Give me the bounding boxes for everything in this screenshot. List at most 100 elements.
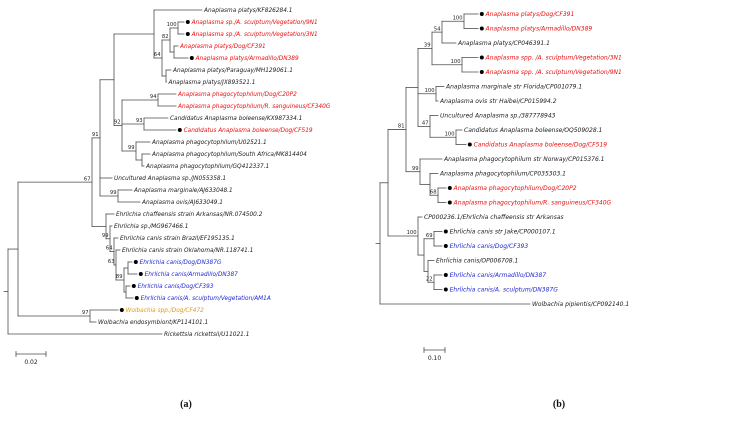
taxon-marker-dot	[479, 55, 484, 60]
bootstrap-value: 100	[445, 131, 455, 137]
bootstrap-value: 99	[110, 190, 117, 196]
bootstrap-value: 100	[453, 15, 463, 21]
bootstrap-value: 99	[128, 145, 135, 151]
taxon-label: CP000236.1/Ehrlichia chaffeensis str Ark…	[424, 214, 564, 221]
taxon-label: Anaplasma ovis/AJ633049.1	[141, 200, 223, 206]
taxon-marker-dot	[447, 186, 452, 190]
taxon-label: Ehrlichia canis strain Brazil/EF195135.1	[120, 236, 235, 242]
taxon-label: Ehrlichia canis/Dog/CF393	[138, 284, 214, 290]
taxon-marker-dot	[185, 20, 190, 24]
scale-bar-label: 0.02	[24, 359, 38, 366]
taxon-label: Ehrlichia canis/A. sculptum/Vegetation/A…	[141, 296, 271, 302]
taxon-label: Anaplasma platys/Armadillo/DN389	[195, 56, 299, 62]
taxon-label: Rickettsia rickettsii/U11021.1	[164, 332, 249, 338]
taxon-label: Candidatus Anaplasma boleense/Dog/CF519	[474, 142, 608, 149]
bootstrap-value: 69	[426, 233, 433, 239]
taxon-label: Ehrlichia canis strain Oklahoma/NR.11874…	[122, 248, 253, 254]
taxon-label: Wolbachia pipientis/CP092140.1	[532, 301, 629, 308]
taxon-label: Ehrlichia canis str Jake/CP000107.1	[450, 229, 556, 236]
taxon-marker-dot	[185, 32, 190, 36]
taxon-label: Anaplasma platys/Paraguay/MH129061.1	[172, 68, 293, 74]
taxon-marker-dot	[138, 272, 143, 276]
taxon-label: Anaplasma ovis str Haibei/CP015994.2	[439, 98, 557, 105]
taxon-label: Anaplasma platys/Armadillo/DN389	[485, 26, 593, 33]
taxon-label: Ehrlichia canis/Armadillo/DN387	[145, 272, 239, 278]
bootstrap-value: 93	[136, 118, 143, 124]
taxon-marker-dot	[131, 284, 136, 288]
taxon-label: Anaplasma platys/JX893521.1	[168, 80, 256, 86]
taxon-label: Ehrlichia canis/Dog/DN387G	[140, 260, 222, 266]
bootstrap-value: 82	[162, 34, 169, 40]
bootstrap-value: 47	[422, 121, 429, 127]
taxon-label: Wolbachia spp./Dog/CF472	[126, 308, 205, 314]
taxon-label: Wolbachia endosymbiont/KP114101.1	[98, 320, 208, 326]
bootstrap-value: 94	[150, 94, 157, 100]
taxon-label: Anaplasma phagocytophilum/South Africa/M…	[151, 152, 307, 158]
taxon-label: Anaplasma phagocytophilum/U02521.1	[151, 140, 267, 146]
taxon-label: Anaplasma sp./A. sculptum/Vegetation/3N1	[191, 32, 318, 38]
scale-bar-label: 0.10	[428, 355, 442, 362]
taxon-label: Anaplasma phagocytophilum/Dog/C20P2	[177, 92, 297, 98]
bootstrap-value: 64	[106, 246, 113, 252]
bootstrap-value: 81	[398, 124, 405, 130]
taxon-label: Candidatus Anaplasma boleense/KX987334.1	[170, 116, 302, 122]
bootstrap-value: 67	[84, 176, 91, 182]
taxon-label: Anaplasma marginale/AJ633048.1	[133, 188, 233, 194]
taxon-label: Ehrlichia canis/OP006708.1	[436, 258, 518, 265]
taxon-label: Anaplasma phagocytophilum/GQ412337.1	[145, 164, 269, 170]
taxon-label: Anaplasma phagocytophilum/R. sanguineus/…	[177, 104, 331, 110]
bootstrap-value: 100	[451, 59, 461, 65]
taxon-marker-dot	[479, 70, 484, 74]
taxon-marker-dot	[134, 296, 139, 300]
panel-a-label: (a)	[180, 399, 192, 410]
taxon-marker-dot	[443, 229, 448, 234]
bootstrap-value: 22	[426, 276, 433, 282]
taxon-label: Ehrlichia canis/Armadillo/DN387	[450, 272, 547, 279]
taxon-label: Anaplasma platys/KF826284.1	[203, 8, 292, 14]
bootstrap-value: 99	[102, 233, 109, 239]
taxon-label: Ehrlichia canis/Dog/CF393	[450, 243, 529, 250]
taxon-marker-dot	[119, 308, 124, 312]
taxon-label: Anaplasma phagocytophilum str Norway/CP0…	[443, 156, 605, 163]
taxon-marker-dot	[479, 12, 484, 16]
taxon-label: Uncultured Anaplasma sp./387778943	[440, 113, 556, 120]
bootstrap-value: 39	[424, 43, 431, 49]
bootstrap-value: 54	[434, 26, 441, 32]
taxon-label: Anaplasma sp./A. sculptum/Vegetation/9N1	[191, 20, 318, 26]
panel-a: Anaplasma platys/KF826284.1 Anaplasma sp.…	[0, 0, 372, 421]
taxon-marker-dot	[177, 128, 182, 132]
bootstrap-value: 91	[92, 132, 99, 138]
bootstrap-value: 68	[430, 189, 437, 195]
bootstrap-value: 99	[412, 166, 419, 172]
panel-b: Anaplasma platys/Dog/CF391 Anaplasma plat…	[372, 0, 746, 421]
taxon-marker-dot	[443, 287, 448, 292]
taxon-label: Anaplasma phagocytophilum/R. sanguineus/…	[453, 200, 612, 207]
taxon-marker-dot	[443, 273, 448, 277]
bootstrap-value: 100	[407, 230, 417, 236]
taxon-marker-dot	[467, 142, 472, 147]
bootstrap-value: 63	[108, 259, 115, 265]
bootstrap-value: 100	[425, 88, 435, 94]
bootstrap-value: 92	[114, 120, 121, 126]
taxon-label: Ehrlichia canis/A. sculptum/DN387G	[450, 287, 559, 294]
taxon-label: Anaplasma spp. /A. sculptum/Vegetation/3…	[485, 55, 622, 62]
phylogenetic-tree-b: Anaplasma platys/Dog/CF391 Anaplasma plat…	[375, 11, 629, 362]
taxon-label: Anaplasma phagocytophilum/Dog/C20P2	[453, 185, 577, 192]
taxon-label: Ehrlichia sp./MG967466.1	[114, 224, 188, 230]
taxon-label: Anaplasma marginale str Florida/CP001079…	[445, 84, 582, 91]
taxon-label: Anaplasma spp. /A. sculptum/Vegetation/9…	[485, 69, 622, 76]
taxon-label: Candidatus Anaplasma boleense/Dog/CF519	[184, 128, 313, 134]
taxon-marker-dot	[189, 56, 194, 60]
taxon-marker-dot	[443, 244, 448, 248]
panel-b-label: (b)	[552, 399, 566, 410]
taxon-marker-dot	[479, 26, 484, 31]
bootstrap-value: 100	[167, 22, 177, 28]
taxon-label: Uncultured Anaplasma sp./JN055358.1	[114, 176, 226, 182]
taxon-label: Anaplasma phagocytophilum/CP035303.1	[439, 171, 566, 178]
phylogenetic-tree-a: Anaplasma platys/KF826284.1 Anaplasma sp.…	[3, 8, 331, 366]
taxon-marker-dot	[447, 200, 452, 205]
bootstrap-value: 97	[82, 310, 89, 316]
taxon-label: Anaplasma platys/CP046391.1	[457, 40, 550, 47]
taxon-label: Anaplasma platys/Dog/CF391	[179, 44, 266, 50]
